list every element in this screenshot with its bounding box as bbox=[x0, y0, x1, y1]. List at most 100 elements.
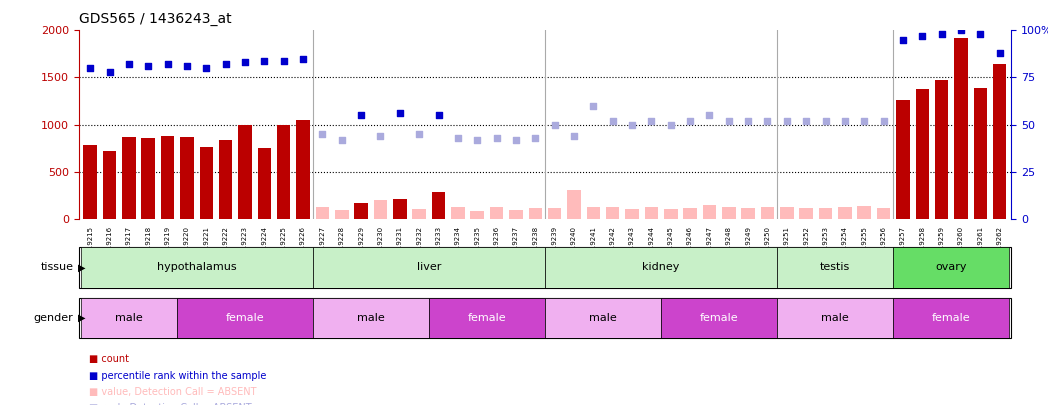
Bar bbox=[180, 137, 194, 219]
Point bbox=[836, 117, 853, 124]
Point bbox=[740, 117, 757, 124]
Point bbox=[605, 117, 621, 124]
Bar bbox=[893, 247, 1009, 288]
Text: ▶: ▶ bbox=[78, 262, 85, 272]
Bar bbox=[778, 298, 893, 338]
Point bbox=[411, 131, 428, 137]
Point bbox=[237, 59, 254, 66]
Bar bbox=[702, 205, 716, 219]
Bar bbox=[935, 80, 948, 219]
Point bbox=[450, 134, 466, 141]
Bar bbox=[177, 298, 312, 338]
Point bbox=[314, 131, 331, 137]
Point bbox=[971, 31, 988, 37]
Text: female: female bbox=[700, 313, 739, 323]
Point bbox=[798, 117, 814, 124]
Point bbox=[624, 122, 640, 128]
Bar bbox=[606, 207, 619, 219]
Text: hypothalamus: hypothalamus bbox=[157, 262, 237, 272]
Point bbox=[991, 50, 1008, 56]
Bar bbox=[81, 247, 312, 288]
Bar bbox=[761, 207, 774, 219]
Bar bbox=[838, 207, 852, 219]
Bar bbox=[141, 138, 155, 219]
Bar bbox=[741, 208, 755, 219]
Bar bbox=[992, 64, 1006, 219]
Text: ■ rank, Detection Call = ABSENT: ■ rank, Detection Call = ABSENT bbox=[89, 403, 252, 405]
Point bbox=[546, 122, 563, 128]
Point bbox=[953, 27, 969, 34]
Text: GDS565 / 1436243_at: GDS565 / 1436243_at bbox=[79, 12, 232, 26]
Point bbox=[102, 68, 118, 75]
Bar bbox=[393, 199, 407, 219]
Text: male: male bbox=[357, 313, 385, 323]
Bar bbox=[545, 298, 661, 338]
Point bbox=[392, 110, 409, 117]
Point bbox=[701, 112, 718, 118]
Text: female: female bbox=[225, 313, 264, 323]
Bar bbox=[893, 298, 1009, 338]
Point bbox=[856, 117, 873, 124]
Text: ■ value, Detection Call = ABSENT: ■ value, Detection Call = ABSENT bbox=[89, 387, 257, 397]
Text: testis: testis bbox=[821, 262, 850, 272]
Text: gender: gender bbox=[34, 313, 73, 323]
Bar bbox=[312, 298, 429, 338]
Bar bbox=[683, 208, 697, 219]
Point bbox=[527, 134, 544, 141]
Bar bbox=[818, 208, 832, 219]
Bar bbox=[780, 207, 793, 219]
Bar bbox=[548, 208, 562, 219]
Bar bbox=[545, 247, 778, 288]
Bar bbox=[84, 145, 97, 219]
Bar bbox=[877, 208, 891, 219]
Bar bbox=[664, 209, 677, 219]
Bar bbox=[199, 147, 213, 219]
Point bbox=[507, 136, 524, 143]
Bar bbox=[722, 207, 736, 219]
Point bbox=[759, 117, 776, 124]
Bar bbox=[567, 190, 581, 219]
Bar bbox=[489, 207, 503, 219]
Bar bbox=[277, 125, 290, 219]
Text: ■ count: ■ count bbox=[89, 354, 129, 364]
Bar bbox=[451, 207, 464, 219]
Point bbox=[159, 61, 176, 68]
Point bbox=[198, 65, 215, 71]
Bar bbox=[857, 205, 871, 219]
Text: liver: liver bbox=[417, 262, 441, 272]
Bar bbox=[509, 210, 523, 219]
Point bbox=[585, 102, 602, 109]
Bar bbox=[315, 207, 329, 219]
Point bbox=[720, 117, 737, 124]
Point bbox=[333, 136, 350, 143]
Text: male: male bbox=[589, 313, 617, 323]
Bar bbox=[219, 140, 233, 219]
Bar bbox=[312, 247, 545, 288]
Bar bbox=[335, 210, 349, 219]
Text: ■ percentile rank within the sample: ■ percentile rank within the sample bbox=[89, 371, 266, 381]
Point bbox=[256, 57, 272, 64]
Text: kidney: kidney bbox=[642, 262, 680, 272]
Point bbox=[488, 134, 505, 141]
Text: tissue: tissue bbox=[41, 262, 73, 272]
Bar bbox=[123, 137, 135, 219]
Text: male: male bbox=[115, 313, 143, 323]
Bar bbox=[955, 38, 967, 219]
Bar bbox=[160, 136, 174, 219]
Point bbox=[372, 132, 389, 139]
Bar bbox=[916, 89, 930, 219]
Point bbox=[779, 117, 795, 124]
Point bbox=[82, 65, 99, 71]
Point bbox=[468, 136, 485, 143]
Text: female: female bbox=[467, 313, 506, 323]
Bar bbox=[258, 148, 271, 219]
Bar bbox=[238, 126, 252, 219]
Text: ▶: ▶ bbox=[78, 313, 85, 323]
Bar bbox=[800, 208, 813, 219]
Bar bbox=[354, 202, 368, 219]
Bar bbox=[626, 209, 639, 219]
Point bbox=[875, 117, 892, 124]
Bar bbox=[645, 207, 658, 219]
Bar bbox=[528, 208, 542, 219]
Bar bbox=[974, 88, 987, 219]
